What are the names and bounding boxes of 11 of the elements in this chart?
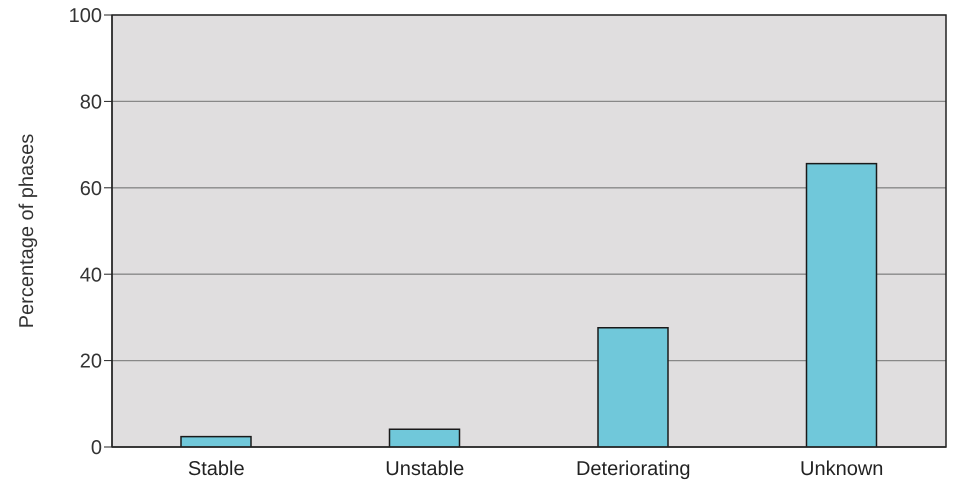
y-tick-label: 0: [90, 437, 102, 460]
y-axis-title: Percentage of phases: [16, 134, 38, 328]
y-tick-label: 80: [80, 92, 102, 114]
x-tick-label: Unstable: [385, 458, 464, 480]
y-tick-label: 60: [80, 178, 102, 200]
y-tick-label: 20: [80, 350, 102, 373]
y-tick-label: 100: [68, 5, 102, 28]
x-tick-label: Stable: [188, 458, 245, 480]
x-tick-label: Unknown: [800, 458, 884, 480]
y-tick-label: 40: [80, 264, 102, 286]
x-tick-label: Deteriorating: [576, 458, 691, 480]
